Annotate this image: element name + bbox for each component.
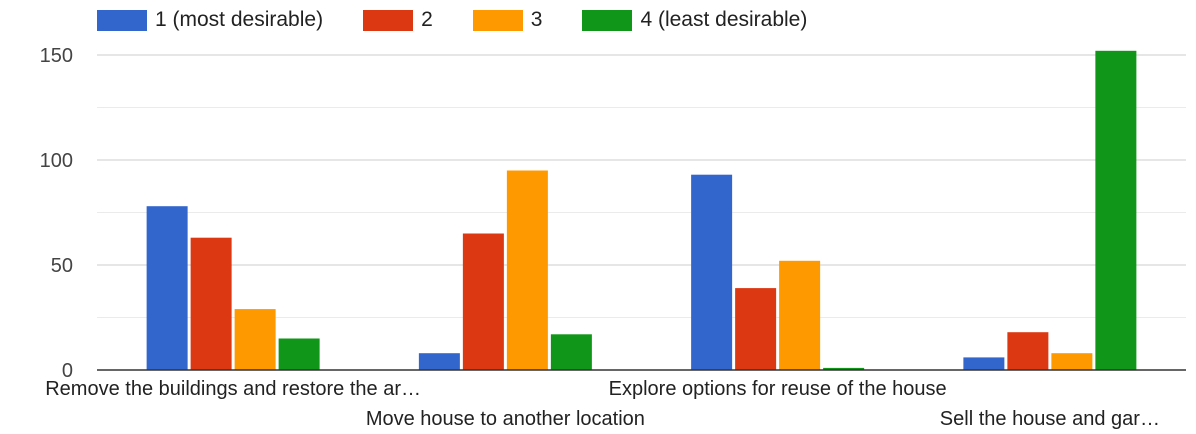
y-tick-label: 150 bbox=[40, 45, 73, 67]
x-category-label: Remove the buildings and restore the ar… bbox=[45, 378, 421, 400]
legend-swatch-2 bbox=[363, 9, 414, 31]
bar-3 bbox=[234, 309, 276, 370]
legend-item-2[interactable]: 2 bbox=[363, 8, 433, 32]
legend-swatch-1 bbox=[97, 9, 147, 31]
bar-1 bbox=[418, 353, 460, 370]
bar-1 bbox=[146, 206, 188, 370]
legend-label-4: 4 (least desirable) bbox=[640, 8, 808, 31]
y-tick-label: 50 bbox=[51, 255, 73, 277]
y-tick-label: 0 bbox=[62, 360, 73, 382]
bar-3 bbox=[1051, 353, 1093, 370]
bar-1 bbox=[691, 174, 733, 370]
bar-3 bbox=[779, 260, 821, 370]
legend-label-3: 3 bbox=[530, 8, 543, 31]
bar-4 bbox=[823, 367, 865, 370]
bar-4 bbox=[278, 338, 320, 370]
bar-2 bbox=[735, 288, 777, 370]
x-category-label: Move house to another location bbox=[366, 408, 645, 430]
legend-item-1[interactable]: 1 (most desirable) bbox=[97, 8, 323, 32]
legend-label-1: 1 (most desirable) bbox=[155, 8, 324, 31]
x-category-label: Explore options for reuse of the house bbox=[609, 378, 947, 400]
bar-4 bbox=[550, 334, 592, 370]
bar-2 bbox=[190, 237, 232, 370]
x-category-label: Sell the house and gar… bbox=[940, 408, 1160, 430]
chart-legend: 1 (most desirable) 2 3 4 (least desirabl… bbox=[97, 6, 847, 34]
bar-3 bbox=[506, 170, 548, 370]
bar-4 bbox=[1095, 50, 1137, 371]
bar-2 bbox=[462, 233, 504, 370]
y-tick-label: 100 bbox=[40, 150, 73, 172]
legend-item-4[interactable]: 4 (least desirable) bbox=[582, 8, 807, 32]
legend-label-2: 2 bbox=[421, 8, 433, 31]
bar-2 bbox=[1007, 332, 1049, 370]
legend-item-3[interactable]: 3 bbox=[472, 8, 543, 32]
legend-swatch-3 bbox=[472, 9, 523, 31]
legend-swatch-4 bbox=[582, 9, 633, 31]
bar-1 bbox=[963, 357, 1005, 370]
